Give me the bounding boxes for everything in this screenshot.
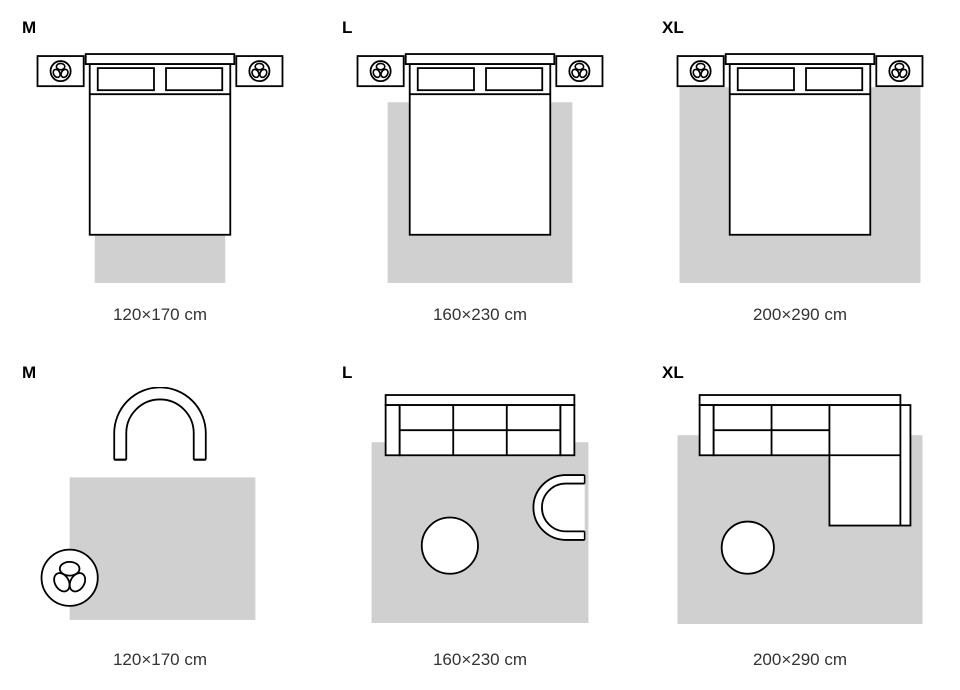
scene-diagram bbox=[18, 387, 302, 638]
size-guide-cell: M 120×170 cm bbox=[0, 0, 320, 345]
scene-diagram bbox=[338, 42, 622, 293]
size-label: M bbox=[22, 363, 36, 383]
dimensions-label: 120×170 cm bbox=[0, 650, 320, 670]
size-label: L bbox=[342, 18, 352, 38]
scene-diagram bbox=[338, 387, 622, 638]
dimensions-label: 200×290 cm bbox=[640, 305, 960, 325]
size-guide-cell: M 120×170 cm bbox=[0, 345, 320, 690]
size-guide-cell: XL 200×290 cm bbox=[640, 345, 960, 690]
dimensions-label: 200×290 cm bbox=[640, 650, 960, 670]
size-guide-cell: L 160×230 cm bbox=[320, 345, 640, 690]
size-guide-cell: XL 200×290 cm bbox=[640, 0, 960, 345]
scene-diagram bbox=[18, 42, 302, 293]
size-label: M bbox=[22, 18, 36, 38]
scene-diagram bbox=[658, 42, 942, 293]
size-label: XL bbox=[662, 363, 684, 383]
scene-diagram bbox=[658, 387, 942, 638]
dimensions-label: 160×230 cm bbox=[320, 305, 640, 325]
size-guide-cell: L 160×230 cm bbox=[320, 0, 640, 345]
dimensions-label: 160×230 cm bbox=[320, 650, 640, 670]
size-label: L bbox=[342, 363, 352, 383]
size-label: XL bbox=[662, 18, 684, 38]
dimensions-label: 120×170 cm bbox=[0, 305, 320, 325]
